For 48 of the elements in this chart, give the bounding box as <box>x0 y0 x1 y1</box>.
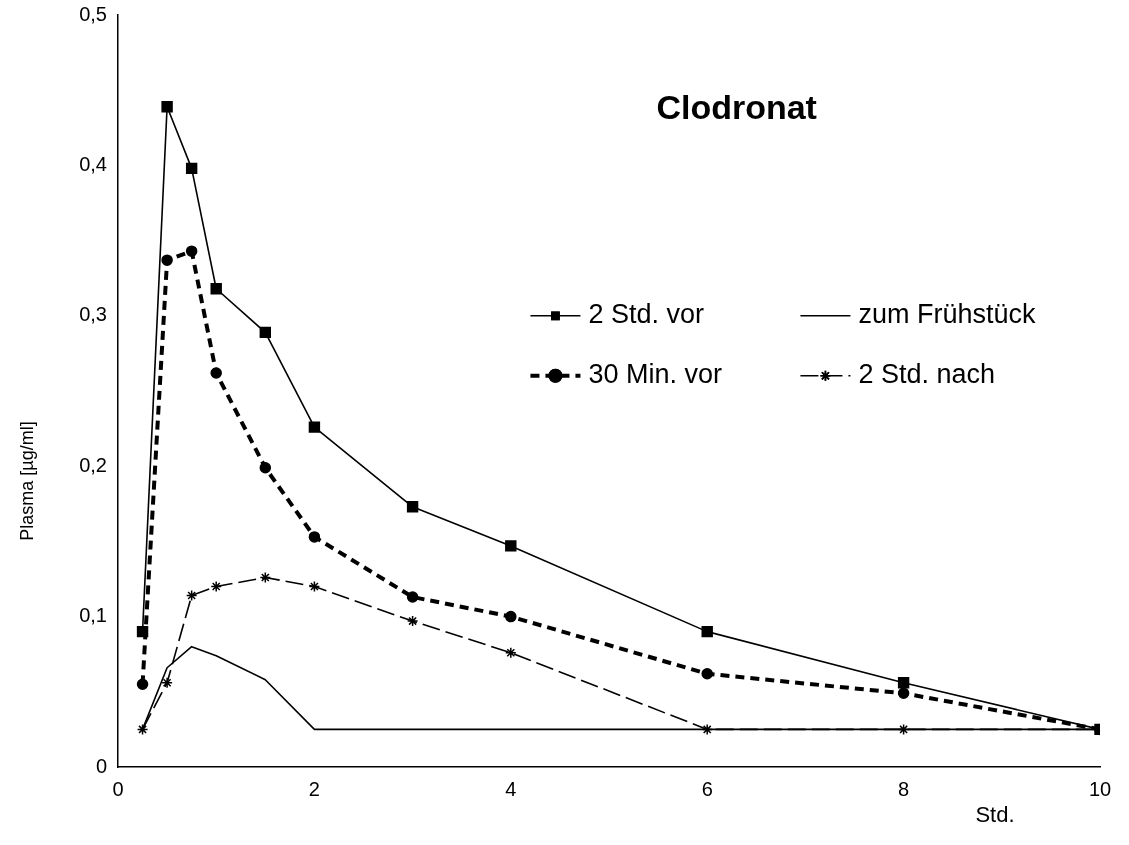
point <box>259 571 272 584</box>
point <box>185 162 198 175</box>
legend-label: 2 Std. nach <box>858 359 996 390</box>
y-tick-label: 0,4 <box>79 152 107 175</box>
point <box>406 501 419 513</box>
point <box>701 625 713 638</box>
point <box>505 646 517 659</box>
point <box>505 540 517 552</box>
point <box>259 461 272 474</box>
x-tick-label: 10 <box>1088 777 1112 800</box>
point <box>308 580 321 593</box>
point <box>136 723 149 736</box>
y-tick-label: 0,3 <box>79 303 107 326</box>
x-tick-label: 4 <box>505 777 517 800</box>
y-tick-label: 0,5 <box>79 2 107 25</box>
point <box>161 677 173 689</box>
point <box>308 421 321 433</box>
point <box>210 367 222 379</box>
legend-label: zum Frühstück <box>858 299 1036 330</box>
point <box>308 531 321 543</box>
point <box>897 687 910 700</box>
y-tick-label: 0,1 <box>79 604 107 627</box>
point <box>136 678 149 691</box>
point <box>185 589 198 602</box>
y-tick-label: 0,2 <box>79 453 107 476</box>
x-tick-label: 0 <box>112 777 124 800</box>
point <box>701 668 713 680</box>
point <box>897 677 910 689</box>
point <box>185 245 198 257</box>
x-tick-label: 8 <box>898 777 910 800</box>
y-tick-label: 0 <box>95 754 107 777</box>
text: Clodronat <box>656 88 817 127</box>
point <box>505 610 517 623</box>
legend-label: 2 Std. vor <box>588 299 704 330</box>
point <box>259 326 271 339</box>
legend-label: 30 Min. vor <box>588 359 722 390</box>
x-tick-label: 2 <box>308 777 320 800</box>
point <box>701 723 713 736</box>
x-axis-title: Std. <box>975 802 1015 828</box>
point <box>210 580 222 593</box>
point <box>161 101 173 113</box>
point <box>406 591 419 603</box>
point <box>161 254 173 266</box>
y-axis-title: Plasma [µg/ml] <box>16 421 37 541</box>
point <box>210 283 222 295</box>
point <box>406 615 419 627</box>
x-tick-label: 6 <box>701 777 713 800</box>
point <box>897 723 910 736</box>
